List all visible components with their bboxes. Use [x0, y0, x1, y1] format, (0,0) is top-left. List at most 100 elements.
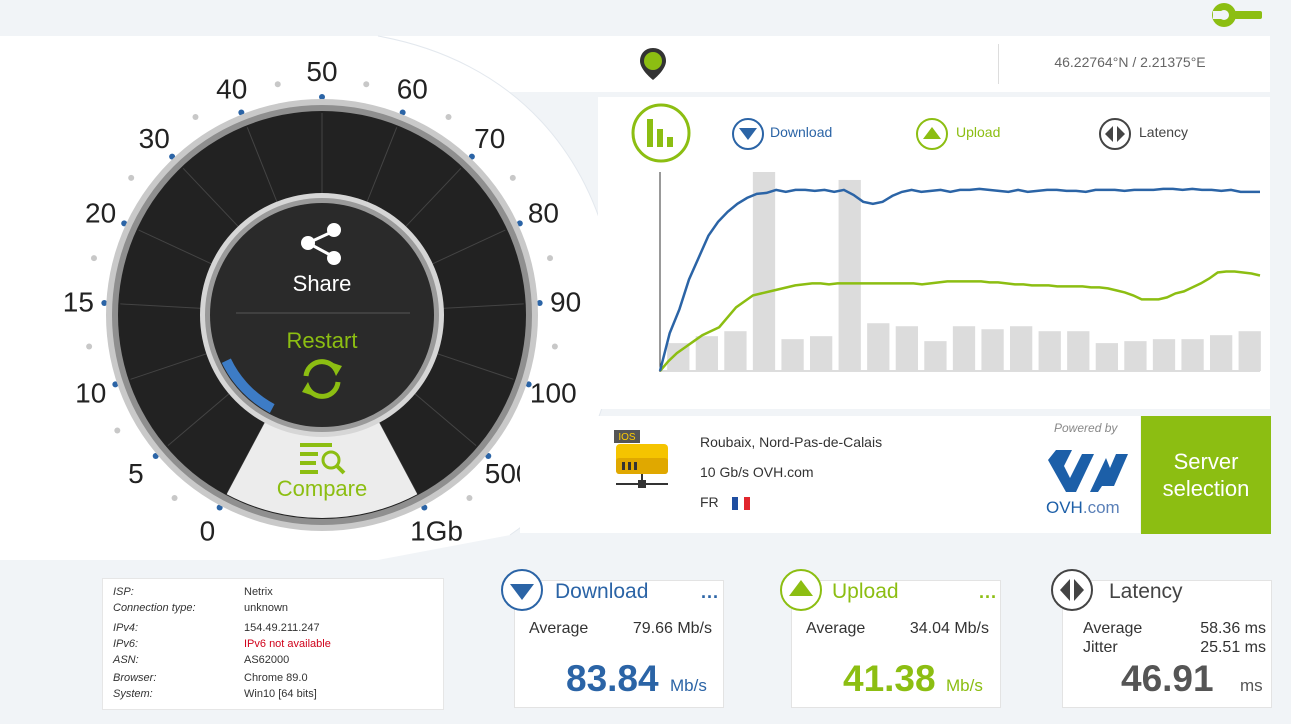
info-label: IPv6:: [113, 638, 139, 650]
latency-card: [1062, 580, 1272, 708]
download-unit: Mb/s: [670, 676, 707, 695]
server-speed: 10 Gb/s OVH.com: [700, 464, 814, 480]
latency-bar: [1010, 326, 1033, 371]
share-button[interactable]: Share: [293, 271, 352, 296]
upload-average-label: Average: [806, 620, 866, 637]
latency-bar: [1067, 331, 1090, 371]
upload-icon: [780, 569, 822, 611]
server-selection-label-1: Server: [1173, 449, 1239, 474]
gauge-tick-label: 70: [474, 123, 505, 154]
info-value: IPv6 not available: [244, 638, 331, 650]
gauge-tick-label: 50: [306, 56, 337, 87]
server-selection-button[interactable]: Server selection: [1141, 416, 1271, 534]
latency-bar: [1124, 341, 1147, 371]
info-label: ASN:: [113, 654, 139, 666]
server-icon-label: IOS: [618, 432, 636, 443]
latency-icon: [1051, 569, 1093, 611]
download-value: 83.84: [566, 658, 659, 699]
gauge-tick-label: 0: [200, 515, 216, 546]
latency-average-value: 58.36 ms: [1200, 620, 1266, 637]
divider: [998, 44, 999, 84]
latency-value: 46.91: [1121, 658, 1214, 699]
compare-button[interactable]: Compare: [277, 476, 367, 501]
server-city: Roubaix, Nord-Pas-de-Calais: [700, 434, 883, 450]
gauge-tick-label: 10: [75, 378, 106, 409]
latency-bar: [952, 326, 976, 371]
latency-bar: [752, 172, 776, 371]
info-label: Browser:: [113, 672, 157, 684]
upload-card: [791, 580, 1001, 708]
upload-average-value: 34.04 Mb/s: [909, 620, 989, 637]
gauge-tick-label: 80: [528, 197, 559, 228]
powered-by-label: Powered by: [1054, 421, 1118, 435]
download-series-line: [658, 187, 1260, 372]
wrench-icon[interactable]: [1208, 0, 1268, 32]
jitter-value: 25.51 ms: [1200, 639, 1266, 656]
download-more-button[interactable]: ...: [701, 582, 720, 602]
gauge-tick-label: 100: [530, 378, 577, 409]
upload-unit: Mb/s: [946, 676, 983, 695]
latency-card-title: Latency: [1109, 580, 1183, 603]
gauge-tick-label: 5: [128, 458, 144, 489]
info-value: AS62000: [244, 654, 290, 666]
gauge-tick-label: 30: [139, 123, 170, 154]
latency-bar: [724, 331, 747, 371]
gauge-tick-label: 90: [550, 287, 581, 318]
restart-icon[interactable]: [302, 359, 342, 399]
upload-card-title: Upload: [832, 580, 899, 603]
upload-more-button[interactable]: ...: [979, 582, 998, 602]
gauge-tick-label: 15: [63, 287, 94, 318]
latency-bar: [1152, 339, 1176, 371]
latency-average-label: Average: [1083, 620, 1143, 637]
chart-toggle-icon[interactable]: [631, 103, 691, 163]
gauge-tick-label: 60: [397, 73, 428, 104]
compare-icon[interactable]: [300, 443, 346, 475]
legend-latency[interactable]: Latency: [1099, 118, 1188, 150]
info-value: Netrix: [244, 586, 273, 598]
latency-bar: [1038, 331, 1061, 371]
latency-bar: [1095, 343, 1118, 371]
latency-bar: [667, 343, 690, 371]
speed-chart: Download Upload Latency: [631, 103, 1261, 372]
legend-latency-label: Latency: [1139, 124, 1188, 140]
ovh-logo-icon: [1048, 450, 1128, 492]
legend-download[interactable]: Download: [732, 118, 832, 150]
info-label: System:: [113, 688, 153, 700]
latency-bar: [1210, 335, 1233, 371]
info-value: Win10 [64 bits]: [244, 688, 317, 700]
server-country: FR: [700, 494, 719, 510]
coordinates-readout: 46.22764°N / 2.21375°E: [1054, 54, 1206, 70]
legend-upload[interactable]: Upload: [916, 118, 1000, 150]
gauge-tick-label: 40: [216, 73, 247, 104]
download-average-value: 79.66 Mb/s: [632, 620, 712, 637]
france-flag-icon: [732, 497, 750, 510]
latency-bar: [810, 336, 833, 371]
location-pin-icon: [640, 48, 666, 80]
location-bar: [378, 36, 1270, 92]
server-icon: IOS: [614, 430, 668, 488]
restart-button[interactable]: Restart: [287, 328, 358, 353]
upload-value: 41.38: [843, 658, 936, 699]
share-icon[interactable]: [301, 223, 341, 265]
legend-download-label: Download: [770, 124, 832, 140]
ovh-logo-text: OVH.com: [1046, 498, 1120, 517]
latency-bar: [1238, 331, 1261, 371]
download-average-label: Average: [529, 620, 589, 637]
download-card-title: Download: [555, 580, 649, 603]
jitter-label: Jitter: [1083, 639, 1118, 656]
legend-upload-label: Upload: [956, 124, 1000, 140]
latency-bar: [781, 339, 804, 371]
info-value: unknown: [244, 602, 289, 614]
info-label: Connection type:: [113, 602, 196, 614]
latency-bar: [867, 323, 890, 371]
info-value: 154.49.211.247: [244, 622, 320, 634]
download-card: [514, 580, 724, 708]
latency-unit: ms: [1240, 676, 1263, 695]
info-label: ISP:: [113, 586, 134, 598]
latency-bar: [838, 179, 861, 371]
latency-bar: [1181, 339, 1204, 371]
download-icon: [501, 569, 543, 611]
connection-info-box: ISP: Netrix Connection type: unknown IPv…: [102, 578, 444, 710]
server-selection-label-2: selection: [1162, 476, 1250, 501]
